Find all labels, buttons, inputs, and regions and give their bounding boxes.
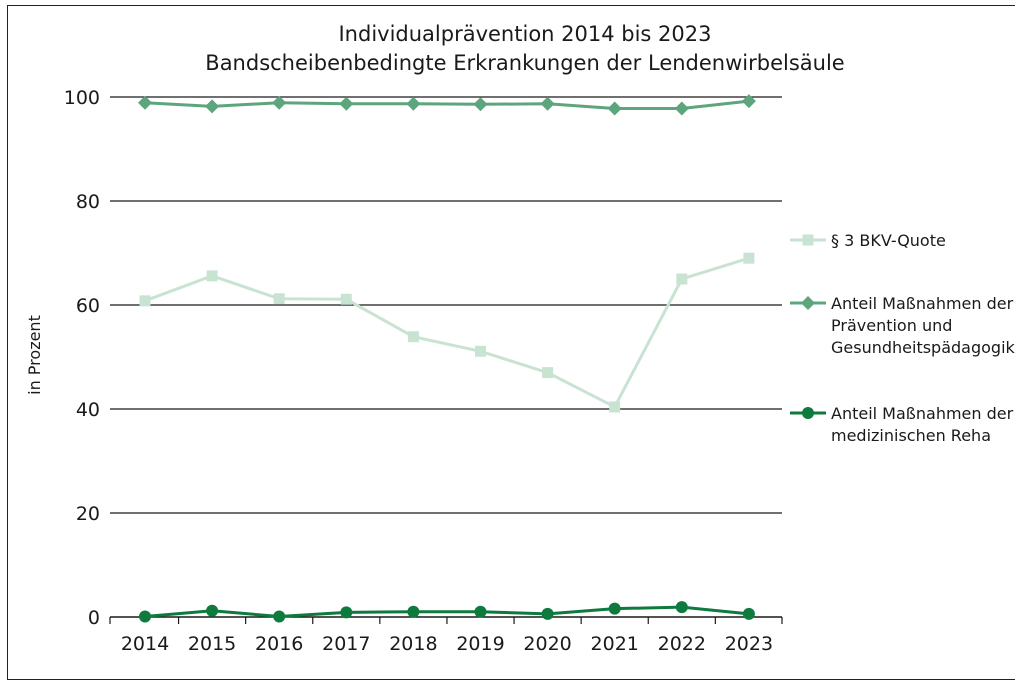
data-point-s1-2015 xyxy=(205,99,220,114)
x-tick-label-2023: 2023 xyxy=(725,633,773,655)
gridlines xyxy=(110,96,782,514)
legend-label-1-0: Anteil Maßnahmen der xyxy=(831,294,1014,313)
x-tick-label-2021: 2021 xyxy=(591,633,639,655)
legend-label-0-0: § 3 BKV-Quote xyxy=(831,231,946,250)
legend-item-2: Anteil Maßnahmen der medizinischen Reha xyxy=(790,404,1014,445)
chart-title: Individualprävention 2014 bis 2023 xyxy=(338,22,711,46)
x-tick-label-2018: 2018 xyxy=(389,633,437,655)
data-point-s2-2021 xyxy=(608,602,621,615)
legend-marker-2 xyxy=(802,407,814,419)
legend-label-1-1: Prävention und xyxy=(831,316,952,335)
legend-item-0: § 3 BKV-Quote xyxy=(790,231,946,250)
x-tick-label-2020: 2020 xyxy=(523,633,571,655)
data-point-s2-2023 xyxy=(742,607,755,620)
y-tick-label-0: 0 xyxy=(88,607,100,629)
data-point-s0-2021 xyxy=(609,401,621,413)
data-point-s2-2020 xyxy=(541,607,554,620)
x-tick-label-2016: 2016 xyxy=(255,633,303,655)
y-axis-label: in Prozent xyxy=(25,315,44,395)
y-tick-label-100: 100 xyxy=(64,87,100,109)
series-2 xyxy=(139,601,755,623)
legend-label-1-2: Gesundheitspädagogik xyxy=(831,338,1015,357)
legend-item-1: Anteil Maßnahmen der Prävention und Gesund… xyxy=(790,294,1015,357)
series-line-1 xyxy=(144,99,750,110)
data-point-s0-2019 xyxy=(475,345,486,357)
y-tick-label-20: 20 xyxy=(76,503,100,525)
data-point-s0-2023 xyxy=(743,252,755,264)
axes: 0 20 40 60 80 100 2014 2015 2016 2017 2018 2019 2020… xyxy=(64,87,783,655)
legend-label-2-1: medizinischen Reha xyxy=(831,426,991,445)
y-tick-label-80: 80 xyxy=(76,191,100,213)
data-point-s2-2014 xyxy=(139,610,151,623)
data-point-s1-2017 xyxy=(339,96,354,111)
data-point-s2-2016 xyxy=(273,610,286,623)
series-1 xyxy=(138,94,756,116)
legend-marker-1 xyxy=(801,296,815,310)
x-tick-label-2022: 2022 xyxy=(658,633,706,655)
data-point-s0-2014 xyxy=(139,295,151,307)
data-point-s1-2016 xyxy=(272,95,287,110)
x-tick-label-2019: 2019 xyxy=(456,633,504,655)
chart-frame xyxy=(7,5,1015,680)
data-point-s1-2014 xyxy=(138,95,152,110)
data-point-s0-2016 xyxy=(273,293,285,305)
data-point-s1-2022 xyxy=(674,101,689,116)
y-tick-label-40: 40 xyxy=(76,399,100,421)
data-point-s2-2015 xyxy=(206,604,219,617)
data-point-s0-2015 xyxy=(206,270,218,282)
data-point-s2-2019 xyxy=(474,605,487,618)
data-point-s2-2018 xyxy=(407,605,420,618)
data-point-s1-2020 xyxy=(540,96,555,111)
legend: § 3 BKV-Quote Anteil Maßnahmen der Prävent… xyxy=(790,231,1015,445)
data-point-s0-2017 xyxy=(340,293,352,305)
data-point-s1-2018 xyxy=(406,96,421,111)
data-point-s0-2022 xyxy=(676,273,688,285)
data-point-s0-2018 xyxy=(407,331,419,343)
data-point-s2-2017 xyxy=(340,606,353,619)
data-point-s0-2020 xyxy=(542,367,554,379)
x-tick-label-2014: 2014 xyxy=(121,633,169,655)
series-line-0 xyxy=(144,256,750,409)
legend-label-2-0: Anteil Maßnahmen der xyxy=(831,404,1014,423)
legend-marker-0 xyxy=(802,234,814,246)
series-lines xyxy=(138,94,756,623)
data-point-s1-2023 xyxy=(741,94,756,109)
data-point-s1-2021 xyxy=(607,101,622,116)
chart-subtitle: Bandscheibenbedingte Erkrankungen der Le… xyxy=(205,51,844,75)
x-tick-label-2015: 2015 xyxy=(188,633,236,655)
x-tick-label-2017: 2017 xyxy=(322,633,370,655)
data-point-s2-2022 xyxy=(675,601,688,614)
data-point-s1-2019 xyxy=(473,97,488,112)
series-line-2 xyxy=(144,605,750,618)
series-0 xyxy=(139,252,755,413)
y-tick-label-60: 60 xyxy=(76,295,100,317)
